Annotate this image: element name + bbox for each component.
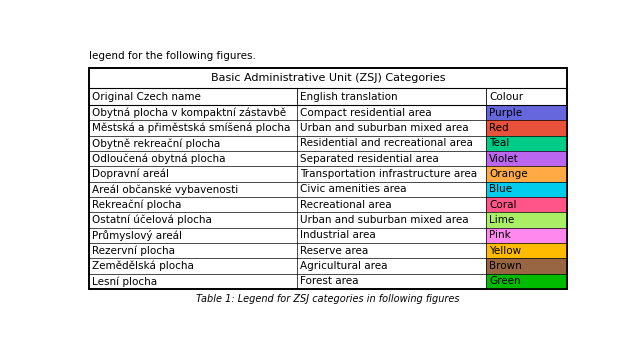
Text: Residential and recreational area: Residential and recreational area — [300, 138, 473, 148]
Text: Brown: Brown — [489, 261, 522, 271]
Text: Rekreační plocha: Rekreační plocha — [92, 199, 182, 210]
Text: Pink: Pink — [489, 230, 511, 240]
Text: Teal: Teal — [489, 138, 509, 148]
Text: Table 1: Legend for ZSJ categories in following figures: Table 1: Legend for ZSJ categories in fo… — [196, 294, 460, 304]
Text: Blue: Blue — [489, 184, 513, 194]
Text: Obytně rekreační plocha: Obytně rekreační plocha — [92, 138, 221, 148]
Text: Separated residential area: Separated residential area — [300, 153, 439, 164]
Text: Lime: Lime — [489, 215, 515, 225]
Bar — [486, 258, 567, 274]
Text: Original Czech name: Original Czech name — [92, 92, 201, 102]
Bar — [486, 166, 567, 182]
Bar — [89, 69, 567, 289]
Text: Ostatní účelová plocha: Ostatní účelová plocha — [92, 215, 212, 225]
Text: Yellow: Yellow — [489, 246, 522, 256]
Text: Basic Administrative Unit (ZSJ) Categories: Basic Administrative Unit (ZSJ) Categori… — [211, 73, 445, 84]
Text: Coral: Coral — [489, 199, 516, 210]
Text: Městská a přiměstská smíšená plocha: Městská a přiměstská smíšená plocha — [92, 123, 291, 133]
Text: Orange: Orange — [489, 169, 528, 179]
Text: Urban and suburban mixed area: Urban and suburban mixed area — [300, 123, 469, 133]
Bar — [486, 212, 567, 228]
Bar — [486, 136, 567, 151]
Text: Odloučená obytná plocha: Odloučená obytná plocha — [92, 153, 226, 164]
Text: legend for the following figures.: legend for the following figures. — [89, 50, 256, 61]
Bar — [486, 105, 567, 120]
Text: Compact residential area: Compact residential area — [300, 107, 432, 118]
Text: Zemědělská plocha: Zemědělská plocha — [92, 261, 195, 271]
Text: Lesní plocha: Lesní plocha — [92, 276, 157, 287]
Bar — [89, 69, 567, 289]
Text: Violet: Violet — [489, 153, 519, 164]
Text: Civic amenities area: Civic amenities area — [300, 184, 407, 194]
Bar — [486, 182, 567, 197]
Text: Industrial area: Industrial area — [300, 230, 376, 240]
Bar — [486, 243, 567, 258]
Bar — [486, 120, 567, 136]
Bar — [486, 151, 567, 166]
Text: Recreational area: Recreational area — [300, 199, 392, 210]
Text: Agricultural area: Agricultural area — [300, 261, 388, 271]
Text: Areál občanské vybavenosti: Areál občanské vybavenosti — [92, 184, 239, 195]
Text: Obytná plocha v kompaktní zástavbě: Obytná plocha v kompaktní zástavbě — [92, 107, 287, 118]
Text: Urban and suburban mixed area: Urban and suburban mixed area — [300, 215, 469, 225]
Text: Forest area: Forest area — [300, 276, 359, 286]
Text: Průmyslový areál: Průmyslový areál — [92, 230, 182, 241]
Text: Dopravní areál: Dopravní areál — [92, 169, 170, 179]
Text: Transportation infrastructure area: Transportation infrastructure area — [300, 169, 477, 179]
Text: Rezervní plocha: Rezervní plocha — [92, 246, 175, 256]
Text: Red: Red — [489, 123, 509, 133]
Text: English translation: English translation — [300, 92, 398, 102]
Bar — [486, 228, 567, 243]
Text: Green: Green — [489, 276, 521, 286]
Text: Colour: Colour — [489, 92, 524, 102]
Text: Reserve area: Reserve area — [300, 246, 369, 256]
Bar — [486, 197, 567, 212]
Text: Purple: Purple — [489, 107, 522, 118]
Bar — [486, 274, 567, 289]
